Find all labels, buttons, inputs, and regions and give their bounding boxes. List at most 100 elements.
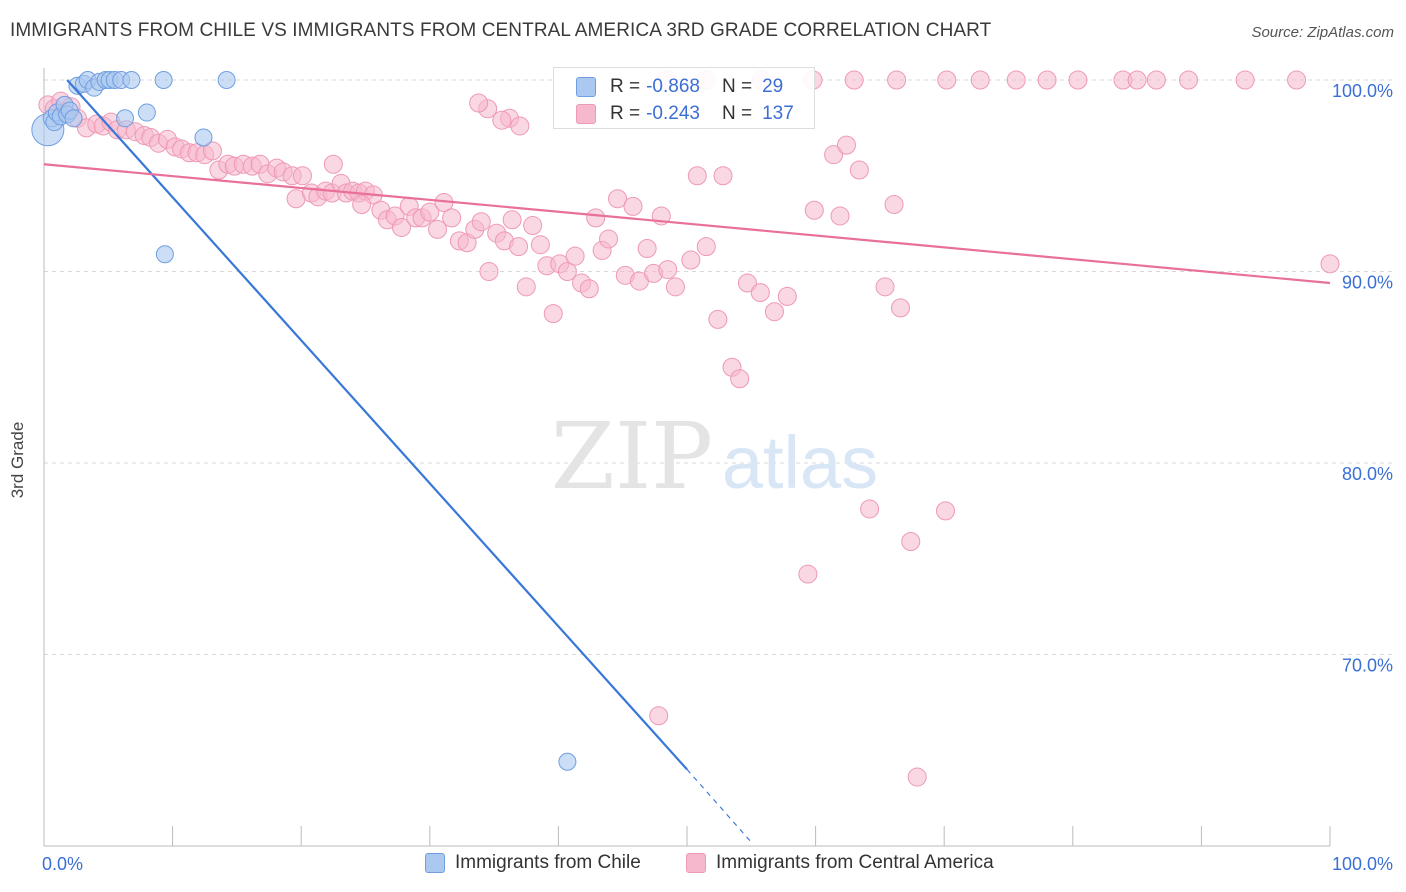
chile-swatch bbox=[576, 77, 596, 97]
y-tick-label-3: 70.0% bbox=[1342, 656, 1393, 676]
point-central-america-71 bbox=[557, 262, 577, 281]
point-central-america-103 bbox=[849, 160, 869, 180]
watermark-zip: ZIP bbox=[551, 403, 713, 510]
n-label: N = bbox=[721, 103, 753, 124]
point-chile-18 bbox=[116, 109, 135, 128]
point-central-america-121 bbox=[1037, 70, 1057, 90]
correlation-row-central-america: R = -0.243 N = 137 bbox=[576, 103, 794, 125]
point-central-america-60 bbox=[479, 262, 499, 281]
bottom-legend: Immigrants from Chile Immigrants from Ce… bbox=[0, 850, 1406, 880]
point-central-america-132 bbox=[510, 116, 530, 136]
point-central-america-94 bbox=[737, 273, 757, 293]
point-central-america-98 bbox=[798, 564, 818, 584]
point-central-america-105 bbox=[875, 277, 895, 297]
point-central-america-99 bbox=[804, 200, 824, 220]
point-central-america-74 bbox=[579, 279, 599, 299]
point-central-america-34 bbox=[292, 166, 312, 186]
point-chile-25 bbox=[558, 752, 577, 771]
point-central-america-135 bbox=[323, 154, 343, 174]
point-central-america-109 bbox=[907, 767, 927, 787]
n-value: 29 bbox=[762, 76, 784, 97]
watermark-atlas: atlas bbox=[722, 421, 878, 504]
chart-title: IMMIGRANTS FROM CHILE VS IMMIGRANTS FROM… bbox=[10, 20, 992, 41]
point-central-america-85 bbox=[658, 260, 678, 280]
y-tick-label-2: 80.0% bbox=[1342, 464, 1393, 484]
legend-item-central-america: Immigrants from Central America bbox=[686, 852, 994, 874]
point-central-america-59 bbox=[471, 212, 491, 232]
tick-labels: 100.0% 90.0% 80.0% 70.0% 0.0% 100.0% bbox=[42, 81, 1393, 874]
point-chile-8 bbox=[64, 109, 83, 128]
point-central-america-111 bbox=[649, 706, 669, 726]
point-central-america-127 bbox=[1235, 70, 1255, 90]
point-central-america-69 bbox=[543, 304, 563, 324]
trend-line-chile-extension bbox=[686, 769, 752, 843]
point-central-america-128 bbox=[1287, 70, 1307, 90]
point-central-america-108 bbox=[901, 532, 921, 552]
trend-line-chile bbox=[66, 79, 688, 771]
point-central-america-90 bbox=[708, 309, 728, 329]
point-central-america-64 bbox=[509, 237, 529, 257]
point-central-america-89 bbox=[696, 237, 716, 257]
point-central-america-78 bbox=[608, 189, 628, 209]
n-value: 137 bbox=[762, 103, 794, 124]
point-central-america-77 bbox=[599, 229, 619, 249]
x-tick-label-1: 100.0% bbox=[1332, 854, 1393, 874]
y-tick-label-0: 100.0% bbox=[1332, 81, 1393, 101]
point-central-america-101 bbox=[830, 206, 850, 226]
point-central-america-22 bbox=[202, 141, 222, 161]
central-america-swatch bbox=[576, 104, 596, 124]
point-central-america-93 bbox=[730, 369, 750, 389]
point-central-america-126 bbox=[1179, 70, 1199, 90]
point-central-america-82 bbox=[637, 239, 657, 259]
point-central-america-75 bbox=[586, 208, 606, 228]
point-central-america-55 bbox=[442, 208, 462, 228]
point-central-america-52 bbox=[420, 202, 440, 222]
point-central-america-66 bbox=[523, 216, 543, 236]
point-central-america-100 bbox=[824, 145, 844, 165]
point-central-america-91 bbox=[713, 166, 733, 186]
point-central-america-118 bbox=[937, 70, 957, 90]
point-central-america-106 bbox=[884, 194, 904, 214]
legend-label-central-america: Immigrants from Central America bbox=[716, 852, 994, 873]
point-central-america-102 bbox=[836, 135, 856, 155]
point-central-america-65 bbox=[516, 277, 536, 297]
point-central-america-88 bbox=[687, 166, 707, 186]
point-central-america-124 bbox=[1127, 70, 1147, 90]
point-central-america-117 bbox=[887, 70, 907, 90]
correlation-legend: R = -0.868 N = 29 R = -0.243 N = 137 bbox=[553, 67, 815, 129]
point-central-america-122 bbox=[1068, 70, 1088, 90]
point-chile-21 bbox=[154, 71, 173, 89]
point-chile-22 bbox=[194, 128, 213, 147]
point-central-america-116 bbox=[844, 70, 864, 90]
r-label: R = bbox=[610, 103, 641, 124]
n-label: N = bbox=[721, 76, 753, 97]
point-central-america-125 bbox=[1146, 70, 1166, 90]
x-tick-label-0: 0.0% bbox=[42, 854, 83, 874]
point-central-america-120 bbox=[1006, 70, 1026, 90]
r-label: R = bbox=[610, 76, 641, 97]
legend-swatch-central-america bbox=[686, 853, 706, 873]
legend-label-chile: Immigrants from Chile bbox=[455, 852, 641, 873]
point-central-america-87 bbox=[681, 250, 701, 270]
point-central-america-136 bbox=[352, 194, 372, 214]
point-central-america-80 bbox=[623, 196, 643, 216]
trend-lines bbox=[43, 79, 1331, 843]
series-chile bbox=[31, 71, 577, 771]
point-chile-23 bbox=[217, 71, 236, 89]
point-central-america-97 bbox=[777, 286, 797, 306]
point-central-america-129 bbox=[1320, 254, 1340, 274]
trend-line-central-america bbox=[43, 163, 1331, 285]
y-tick-label-1: 90.0% bbox=[1342, 273, 1393, 293]
point-chile-24 bbox=[155, 245, 174, 264]
r-value: -0.243 bbox=[646, 103, 700, 124]
point-central-america-67 bbox=[530, 235, 550, 255]
legend-item-chile: Immigrants from Chile bbox=[425, 852, 641, 874]
source-label: Source: ZipAtlas.com bbox=[1251, 24, 1394, 41]
point-central-america-53 bbox=[428, 219, 448, 239]
point-central-america-72 bbox=[565, 246, 585, 266]
point-central-america-133 bbox=[469, 93, 489, 113]
series-central-america bbox=[38, 70, 1340, 787]
point-central-america-63 bbox=[502, 210, 522, 230]
point-central-america-104 bbox=[860, 499, 880, 519]
